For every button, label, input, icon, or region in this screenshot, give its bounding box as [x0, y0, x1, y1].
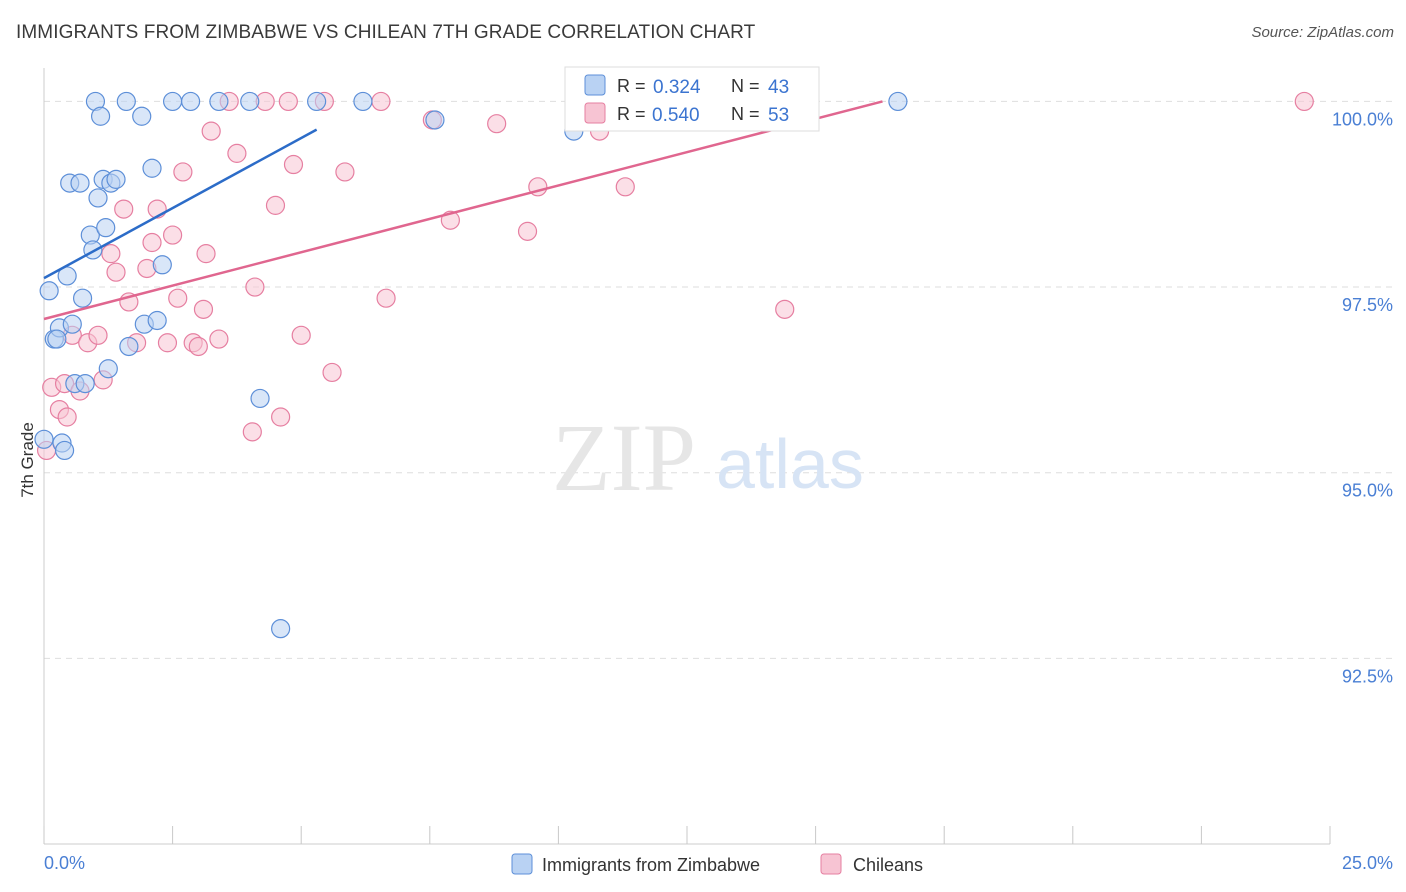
stats-legend-blue-n-label: N =	[731, 76, 760, 96]
stats-legend-pink-swatch	[584, 102, 606, 124]
zimbabwe-point	[119, 336, 139, 357]
x-tick-label-min: 0.0%	[44, 853, 85, 873]
y-axis-title: 7th Grade	[18, 422, 37, 498]
stats-legend-box	[564, 66, 820, 132]
zimbabwe-trend-line	[43, 128, 318, 280]
chileans-point	[242, 422, 262, 442]
zimbabwe-point	[181, 91, 201, 112]
stats-legend-pink-n-label: N =	[731, 104, 760, 124]
y-tick-labels: 100.0% 97.5% 95.0% 92.5%	[1332, 109, 1393, 686]
stats-legend-blue-swatch	[584, 74, 606, 96]
chileans-point	[283, 154, 304, 175]
trend-lines	[43, 100, 883, 321]
chileans-point	[322, 362, 342, 383]
zimbabwe-point	[90, 106, 111, 126]
chileans-point	[163, 225, 183, 245]
zimbabwe-point	[353, 91, 373, 112]
chileans-point	[1294, 91, 1314, 112]
watermark-atlas: atlas	[716, 425, 864, 503]
chileans-point	[291, 325, 311, 345]
chileans-point	[376, 288, 396, 308]
chileans-point	[517, 221, 538, 241]
chileans-point	[193, 299, 214, 319]
stats-legend-blue-n-value: 43	[768, 77, 789, 98]
chileans-point	[201, 121, 221, 141]
zimbabwe-point	[425, 110, 445, 130]
chileans-point	[487, 114, 507, 134]
chileans-point	[106, 262, 126, 282]
chileans-point	[101, 244, 121, 264]
y-tick-label: 92.5%	[1342, 666, 1393, 686]
bottom-legend-blue-swatch	[511, 853, 533, 875]
source-label: Source: ZipAtlas.com	[1251, 24, 1394, 41]
chileans-point	[88, 325, 108, 345]
chileans-point	[168, 288, 188, 308]
zimbabwe-point	[271, 619, 291, 639]
chileans-point	[245, 277, 265, 297]
bottom-legend-pink-label: Chileans	[853, 855, 923, 875]
bottom-legend: Immigrants from Zimbabwe Chileans	[511, 853, 923, 875]
y-tick-label: 97.5%	[1342, 295, 1393, 315]
zimbabwe-point	[72, 288, 93, 308]
zimbabwe-point	[132, 106, 152, 126]
chileans-point	[265, 195, 286, 215]
stats-legend: R = 0.324 N = 43 R = 0.540 N = 53	[564, 66, 820, 132]
zimbabwe-point	[209, 91, 229, 112]
zimbabwe-point	[75, 373, 95, 394]
zimbabwe-point	[39, 281, 59, 301]
zimbabwe-point	[240, 91, 260, 112]
chileans-point	[371, 91, 391, 112]
stats-legend-blue-r-label: R =	[617, 76, 646, 96]
grid-lines	[44, 100, 1392, 659]
zimbabwe-point	[152, 255, 172, 275]
chileans-point	[196, 244, 216, 264]
chileans-point	[157, 333, 178, 353]
zimbabwe-point	[88, 188, 108, 208]
x-tick-label-max: 25.0%	[1342, 853, 1393, 873]
zimbabwe-point	[307, 91, 327, 112]
bottom-legend-pink-swatch	[820, 853, 842, 875]
zimbabwe-point	[62, 314, 82, 334]
zimbabwe-point	[888, 91, 908, 112]
chart-title: IMMIGRANTS FROM ZIMBABWE VS CHILEAN 7TH …	[16, 22, 756, 43]
chileans-point	[227, 143, 247, 163]
zimbabwe-point	[147, 310, 167, 331]
chileans-point	[775, 299, 795, 319]
zimbabwe-point	[47, 329, 67, 349]
zimbabwe-point	[54, 440, 75, 461]
chileans-point	[209, 329, 229, 349]
chileans-trend-line	[43, 100, 883, 321]
zimbabwe-point	[250, 388, 270, 409]
y-tick-label: 95.0%	[1342, 481, 1393, 501]
chileans-point	[278, 91, 298, 112]
chileans-point	[57, 407, 77, 427]
stats-legend-pink-r-value: 0.540	[652, 105, 700, 126]
zimbabwe-point	[163, 91, 183, 112]
chileans-point	[335, 162, 355, 182]
zimbabwe-point	[116, 91, 136, 112]
chileans-point	[114, 199, 134, 219]
zimbabwe-point	[34, 429, 54, 449]
stats-legend-pink-n-value: 53	[768, 105, 789, 126]
zimbabwe-point	[106, 169, 126, 189]
chileans-point	[142, 232, 162, 253]
zimbabwe-point	[96, 218, 116, 238]
zimbabwe-points	[34, 91, 908, 639]
zimbabwe-point	[70, 173, 90, 193]
bottom-legend-blue-label: Immigrants from Zimbabwe	[542, 855, 760, 875]
chileans-point	[188, 336, 208, 357]
chileans-point	[271, 407, 291, 427]
zimbabwe-point	[98, 359, 118, 379]
stats-legend-blue-r-value: 0.324	[653, 77, 701, 98]
y-tick-label: 100.0%	[1332, 109, 1393, 129]
chileans-point	[615, 177, 635, 197]
zimbabwe-point	[142, 158, 162, 178]
chileans-point	[173, 162, 193, 182]
watermark-zip: ZIP	[552, 404, 696, 511]
stats-legend-pink-r-label: R =	[617, 104, 646, 124]
